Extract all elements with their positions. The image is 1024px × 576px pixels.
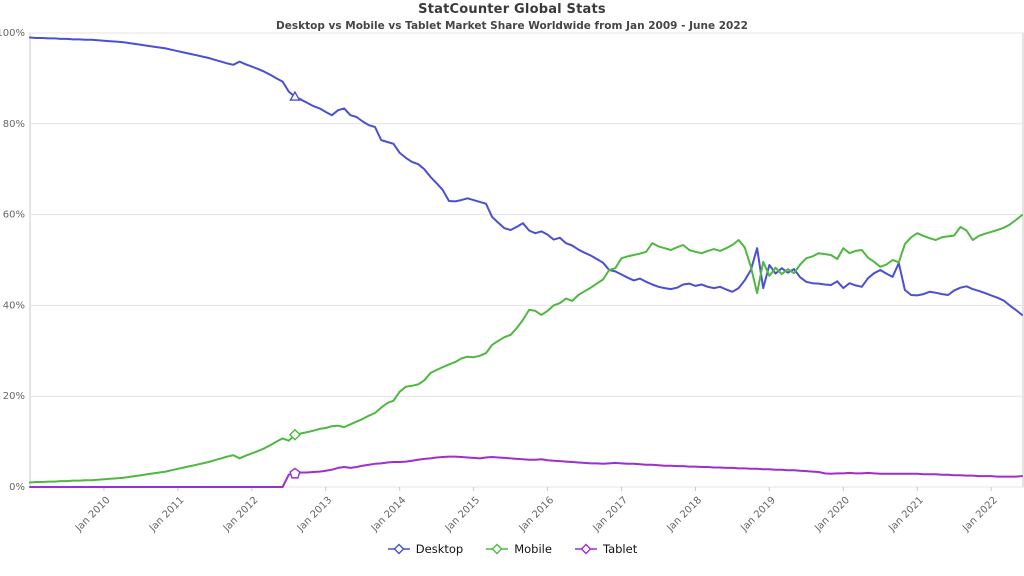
desktop-line[interactable] [29,36,1023,316]
x-axis-tick-label: Jan 2013 [295,495,335,535]
mobile-highlight-marker[interactable] [288,428,301,441]
x-axis-tick-label: Jan 2019 [738,495,778,535]
x-axis-tick-label: Jan 2010 [73,495,113,535]
plot-frame [29,32,1024,488]
desktop-series-marker-icon [387,543,411,555]
mobile-line[interactable] [29,214,1023,484]
legend-item-tablet[interactable]: Tablet [574,542,637,556]
x-axis-tick-label: Jan 2016 [517,495,557,535]
y-axis-tick-label: 80% [3,119,25,130]
x-axis-tick-label: Jan 2022 [960,495,1000,535]
x-axis-tick-label: Jan 2020 [812,495,852,535]
mobile-series-marker-icon [485,543,509,555]
y-axis-tick-label: 60% [3,210,25,221]
x-axis-tick-label: Jan 2011 [147,495,187,535]
chart-subtitle: Desktop vs Mobile vs Tablet Market Share… [276,20,748,32]
x-axis-tick-label: Jan 2018 [664,495,704,535]
x-axis-tick-label: Jan 2017 [591,495,631,535]
y-axis-tick-label: 100% [0,28,25,39]
chart-legend: Desktop Mobile Tablet [0,542,1024,556]
x-axis-tick-label: Jan 2021 [886,495,926,535]
y-axis-tick-label: 40% [3,300,25,311]
tablet-line[interactable] [29,455,1023,488]
legend-label-tablet: Tablet [602,542,638,556]
legend-item-desktop[interactable]: Desktop [387,542,463,556]
legend-label-mobile: Mobile [514,542,552,556]
legend-label-desktop: Desktop [415,542,464,556]
x-axis-tick-label: Jan 2014 [369,495,409,535]
x-axis-tick-label: Jan 2015 [443,495,483,535]
chart-header: StatCounter Global Stats Desktop vs Mobi… [0,2,1024,32]
desktop-highlight-marker[interactable] [289,90,301,101]
tablet-highlight-marker[interactable] [289,467,301,479]
tablet-series-marker-icon [574,543,598,555]
x-axis-tick-label: Jan 2012 [221,495,261,535]
y-axis-tick-label: 0% [9,482,25,493]
y-axis-tick-label: 20% [3,391,25,402]
chart-title: StatCounter Global Stats [418,2,606,17]
legend-item-mobile[interactable]: Mobile [485,542,552,556]
